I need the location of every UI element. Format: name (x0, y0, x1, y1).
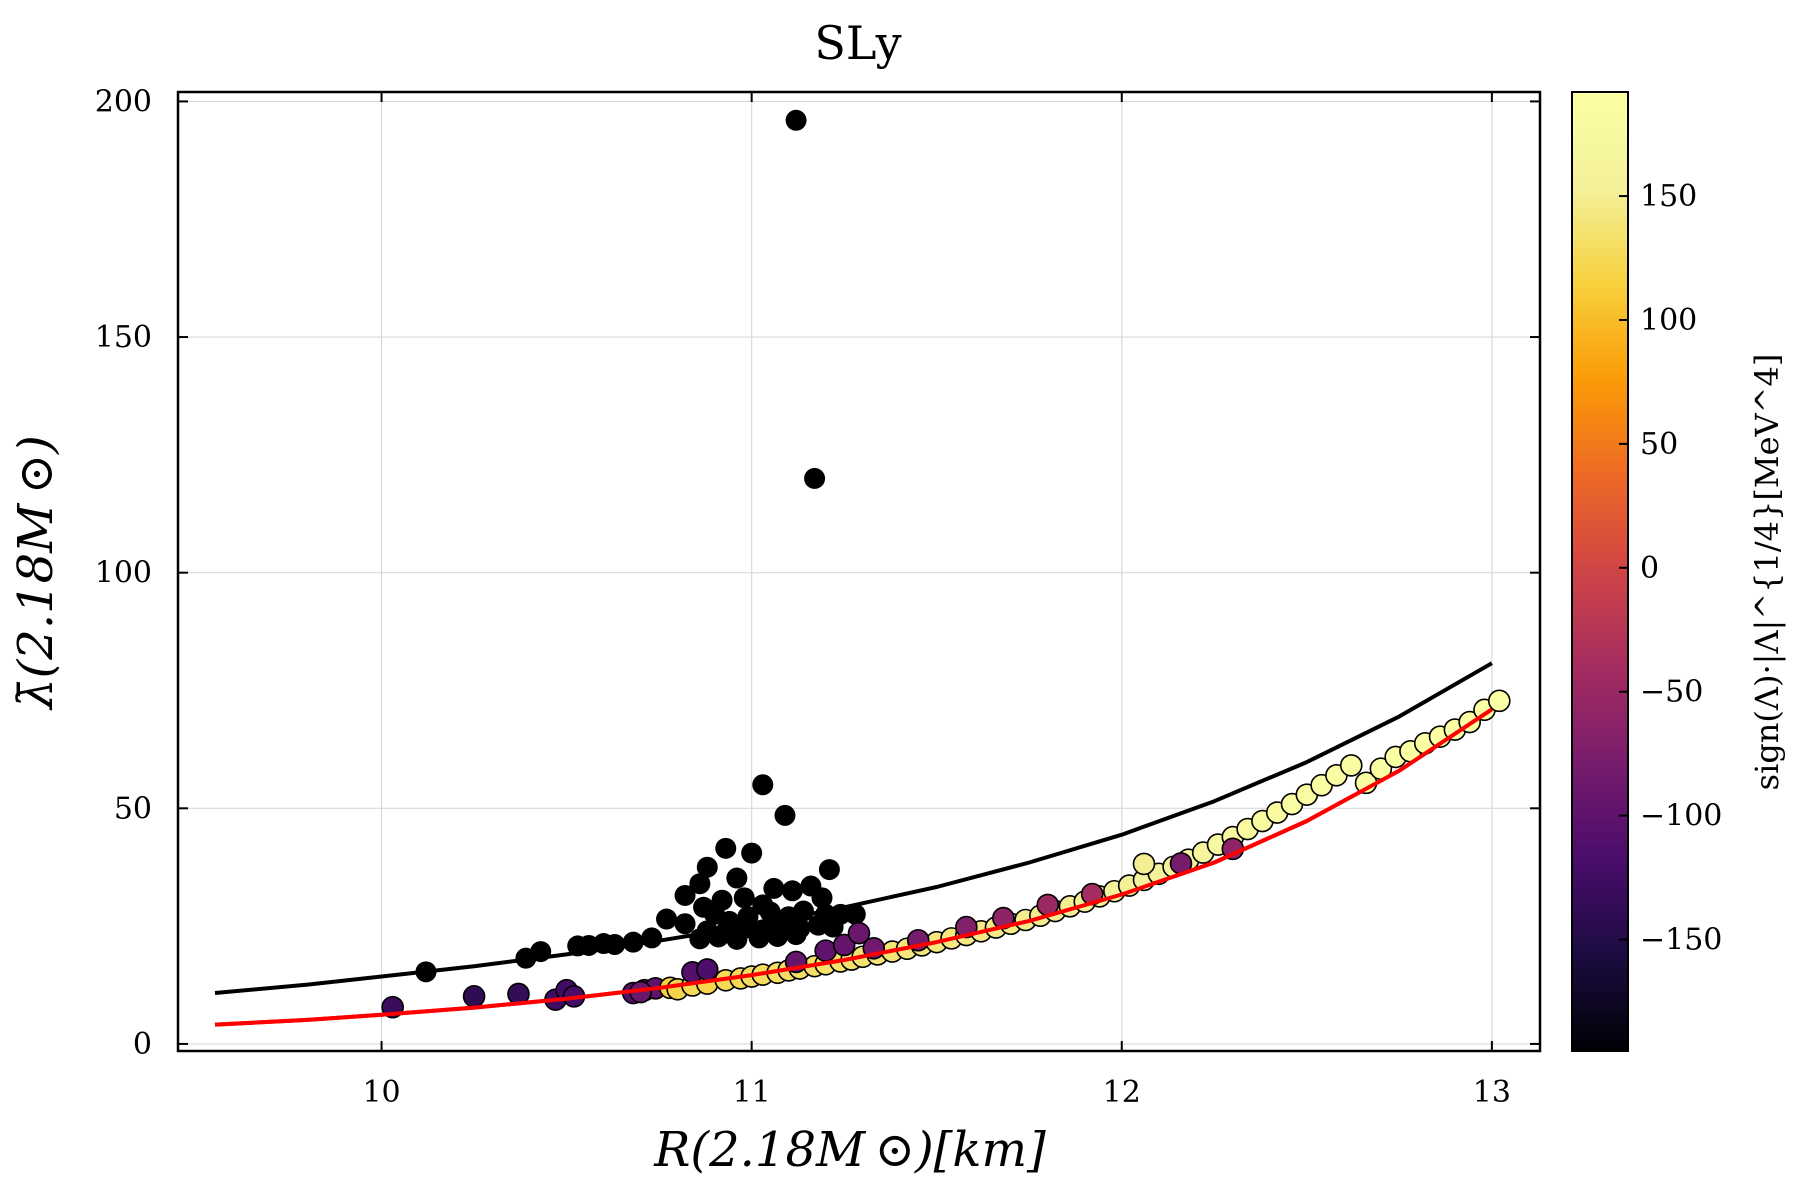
colored-scatter-point (1132, 852, 1156, 876)
red-fit-line-overlay (214, 707, 1494, 1027)
black-scatter-point (689, 873, 711, 895)
y-axis-title: λ̄(2.18M ⊙) (8, 435, 64, 711)
y-tick-label: 150 (95, 320, 152, 355)
colorbar-tick-label: 0 (1640, 551, 1659, 586)
colored-scatter-point (832, 933, 856, 957)
grid (178, 92, 1540, 1051)
black-scatter-point (785, 924, 807, 946)
plot-frame (176, 90, 1542, 1053)
colored-scatter-point (847, 921, 871, 945)
black-scatter-point (752, 774, 774, 796)
black-scatter-point (781, 880, 803, 902)
colorbar-tick-label: 50 (1640, 427, 1678, 462)
colored-scatter-point (462, 985, 486, 1008)
black-scatter-point (785, 109, 807, 131)
colorbar-tick-label: 150 (1640, 179, 1697, 214)
black-scatter-point (748, 927, 770, 949)
black-scatter-point (641, 927, 663, 949)
black-scatter-point (822, 916, 844, 938)
colored-scatter-point (695, 958, 719, 981)
black-scatter-point (622, 931, 644, 953)
y-tick-label: 100 (95, 556, 152, 591)
black-scatter-point (733, 887, 755, 909)
black-scatter-point (696, 856, 718, 878)
colorbar-tick-label: −100 (1640, 799, 1722, 834)
black-scatter-point (674, 913, 696, 935)
black-scatter-point (804, 467, 826, 489)
black-scatter-point (656, 908, 678, 930)
black-scatter-point (774, 804, 796, 826)
black-scatter-point (767, 925, 789, 947)
x-tick-label: 12 (1103, 1075, 1141, 1110)
black-scatter-point (763, 877, 785, 899)
x-axis-title: R(2.18M ⊙)[km] (653, 1122, 1046, 1178)
colorbar-title: sign(Λ)·|Λ|^{1/4}[MeV^4] (1748, 354, 1786, 791)
x-tick-label: 10 (362, 1075, 400, 1110)
x-tick-label: 11 (733, 1075, 771, 1110)
chart-title: SLy (814, 16, 901, 70)
y-tick-label: 50 (114, 791, 152, 826)
black-scatter-point (674, 884, 696, 906)
black-scatter-point (741, 842, 763, 864)
black-scatter-point (726, 928, 748, 950)
red-fit-line (214, 707, 1494, 1027)
black-scatter-point (818, 859, 840, 881)
colorbar (1572, 92, 1628, 1051)
colored-scatter-point (1339, 754, 1363, 777)
black-fit-line (214, 661, 1493, 995)
black-scatter-point (715, 837, 737, 859)
colorbar-frame (1571, 91, 1629, 1052)
black-scatter-point (759, 901, 781, 923)
colorbar-tick-label: 100 (1640, 303, 1697, 338)
plot-series (214, 109, 1511, 1027)
black-scatter-point (726, 867, 748, 889)
x-tick-label: 13 (1473, 1075, 1511, 1110)
colorbar-axis: −150 −100 −50 0 50 100 150 (1619, 179, 1722, 957)
black-scatter-point (844, 903, 866, 925)
colored-scatter-point (1487, 689, 1511, 713)
colorbar-tick-label: −50 (1640, 675, 1703, 710)
y-tick-label: 200 (95, 84, 152, 119)
axes: 10 11 12 13 0 50 100 150 200 (95, 84, 1540, 1110)
colorbar-tick-label: −150 (1640, 922, 1722, 957)
black-scatter-point (811, 887, 833, 909)
y-tick-label: 0 (133, 1027, 152, 1062)
